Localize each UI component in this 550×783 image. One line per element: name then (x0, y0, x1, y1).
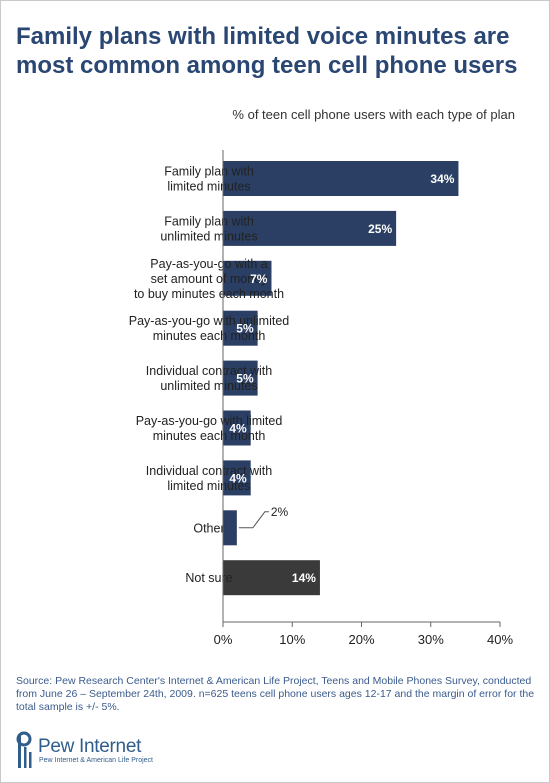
bar (223, 510, 237, 546)
category-label: unlimited minutes (160, 379, 257, 393)
category-label: limited minutes (167, 479, 250, 493)
category-label: Individual contract with (146, 464, 273, 478)
data-label: 4% (229, 471, 247, 485)
data-label-leader (238, 511, 269, 529)
category-label: limited minutes (167, 180, 250, 194)
bar (223, 260, 272, 296)
x-tick-label: 20% (348, 632, 374, 647)
category-label: minutes each month (153, 329, 266, 343)
bar (223, 161, 459, 196)
category-label: Pay-as-you-go with limited (136, 414, 283, 428)
logo-name: Pew Internet (38, 736, 142, 757)
category-label: set amount of money (151, 272, 268, 286)
pew-logo-icon (16, 731, 32, 768)
source-note: Source: Pew Research Center's Internet &… (16, 675, 535, 713)
bar (223, 460, 251, 496)
category-label: Other (193, 521, 224, 535)
x-tick-label: 10% (279, 632, 305, 647)
category-label: Individual contract with (146, 364, 273, 378)
category-label: minutes each month (153, 429, 266, 443)
data-label: 34% (430, 172, 454, 186)
category-label: Family plan with (164, 214, 254, 228)
bar (223, 360, 258, 396)
x-tick-label: 0% (214, 632, 233, 647)
logo-tagline: Pew Internet & American Life Project (39, 757, 153, 764)
data-label: 5% (236, 322, 254, 336)
category-label: Not sure (185, 571, 232, 585)
chart-subtitle: % of teen cell phone users with each typ… (232, 107, 515, 122)
pew-internet-logo: Pew Internet Pew Internet & American Lif… (14, 728, 214, 772)
category-label: Family plan with (164, 165, 254, 179)
x-tick-label: 30% (418, 632, 444, 647)
x-tick-label: 40% (487, 632, 513, 647)
data-label: 25% (368, 222, 392, 236)
data-label: 2% (271, 505, 289, 519)
data-label: 5% (236, 372, 254, 386)
category-label: Pay-as-you-go with a (150, 257, 267, 271)
bar (223, 310, 258, 346)
bar (223, 210, 397, 246)
category-label: unlimited minutes (160, 229, 257, 243)
bar (223, 410, 251, 446)
data-label: 14% (292, 571, 316, 585)
chart-title: Family plans with limited voice minutes … (16, 23, 518, 79)
bar (223, 560, 320, 596)
data-label: 4% (229, 422, 247, 436)
category-label: to buy minutes each month (134, 287, 284, 301)
category-label: Pay-as-you-go with unlimited (129, 314, 290, 328)
data-label: 7% (250, 272, 268, 286)
